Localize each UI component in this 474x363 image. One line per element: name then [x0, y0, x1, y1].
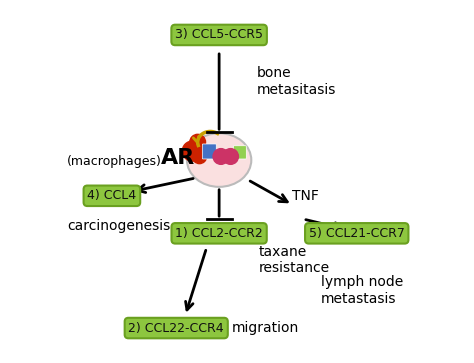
Text: lymph node
metastasis: lymph node metastasis [321, 276, 403, 306]
Text: bone
metasitasis: bone metasitasis [256, 66, 336, 97]
Text: 3) CCL5-CCR5: 3) CCL5-CCR5 [175, 28, 263, 41]
Text: 5) CCL21-CCR7: 5) CCL21-CCR7 [309, 227, 405, 240]
FancyBboxPatch shape [202, 144, 216, 159]
Circle shape [190, 134, 206, 150]
Text: migration: migration [232, 321, 299, 335]
Text: taxane
resistance: taxane resistance [258, 245, 329, 275]
Ellipse shape [187, 133, 251, 187]
Circle shape [182, 141, 202, 161]
Text: 1) CCL2-CCR2: 1) CCL2-CCR2 [175, 227, 263, 240]
Text: 4) CCL4: 4) CCL4 [87, 189, 137, 202]
Circle shape [192, 149, 207, 164]
Text: AR: AR [161, 148, 195, 168]
Text: TNF: TNF [292, 189, 319, 203]
Circle shape [223, 148, 238, 164]
Text: 2) CCL22-CCR4: 2) CCL22-CCR4 [128, 322, 224, 335]
Text: carcinogenesis: carcinogenesis [67, 219, 171, 233]
Text: (macrophages): (macrophages) [67, 155, 162, 168]
Circle shape [213, 148, 229, 164]
FancyBboxPatch shape [233, 146, 246, 159]
